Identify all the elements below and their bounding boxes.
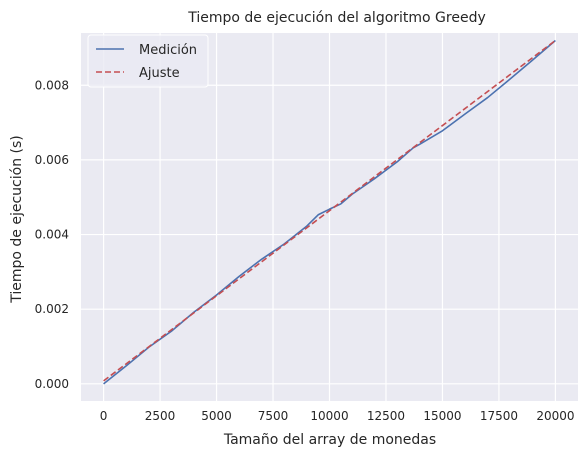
y-tick-label: 0.000 [35,377,69,391]
x-tick-label: 17500 [480,409,518,423]
x-tick-label: 7500 [258,409,289,423]
y-tick-labels: 0.000 0.002 0.004 0.006 0.008 [35,78,69,391]
x-tick-label: 15000 [423,409,461,423]
y-tick-label: 0.008 [35,78,69,92]
x-tick-label: 12500 [367,409,405,423]
x-tick-label: 5000 [201,409,232,423]
legend: Medición Ajuste [87,34,209,88]
x-tick-label: 0 [100,409,108,423]
x-tick-labels: 0 2500 5000 7500 10000 12500 15000 17500 20000 [100,409,575,423]
legend-label-ajuste: Ajuste [139,66,180,81]
y-tick-label: 0.004 [35,228,69,242]
legend-box [87,34,209,88]
y-axis-label: Tiempo de ejecución (s) [9,135,25,304]
y-tick-label: 0.002 [35,302,69,316]
x-tick-label: 20000 [536,409,574,423]
x-axis-label: Tamaño del array de monedas [223,432,436,448]
legend-label-medicion: Medición [139,43,197,58]
y-tick-label: 0.006 [35,153,69,167]
x-tick-label: 10000 [310,409,348,423]
series-lines [103,39,556,385]
x-tick-label: 2500 [145,409,176,423]
series-line-ajuste [103,39,556,382]
chart-title: Tiempo de ejecución del algoritmo Greedy [187,10,486,26]
grid-lines [81,33,578,401]
